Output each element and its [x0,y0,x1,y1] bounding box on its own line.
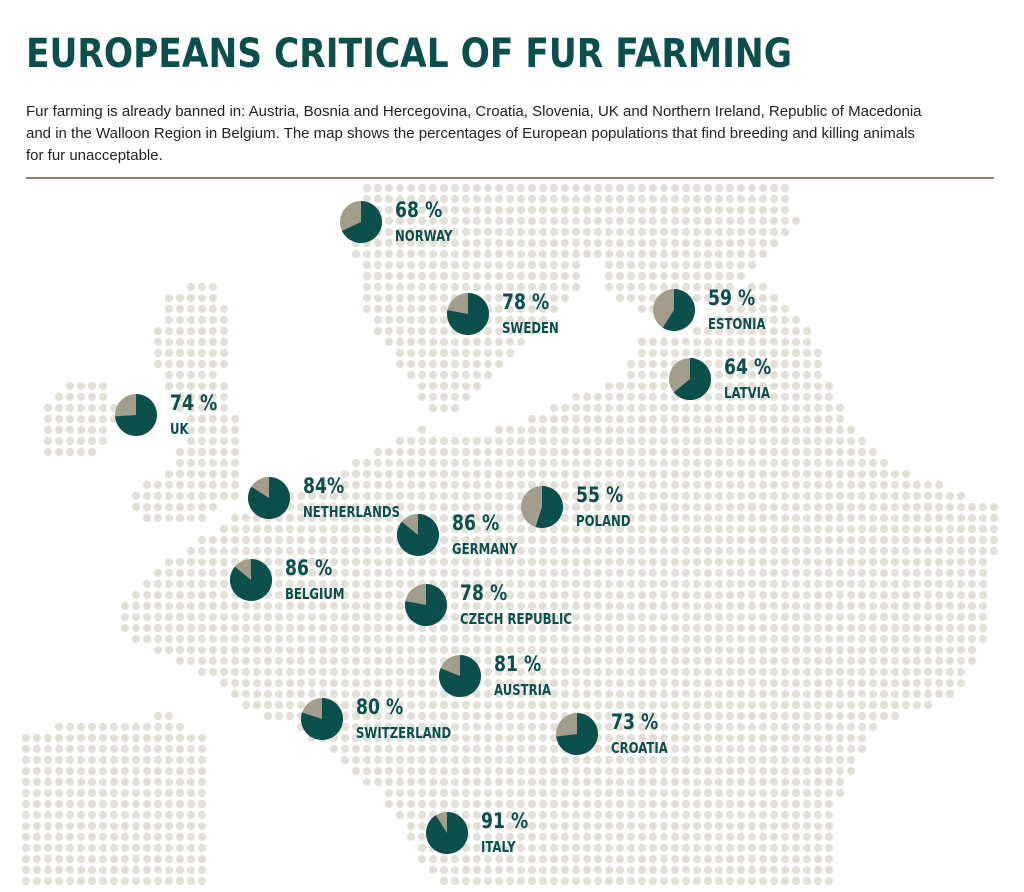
percent-label-italy: 91 % [481,809,529,833]
percent-label-poland: 55 % [576,483,624,507]
pie-slice-share [115,394,157,436]
pie-slice-share [341,201,382,243]
pie-slice-share [439,655,481,697]
country-label-switzerland: SWITZERLAND [356,724,452,742]
country-label-sweden: SWEDEN [502,319,559,337]
divider [26,177,994,179]
country-label-latvia: LATVIA [724,384,771,402]
percent-label-croatia: 73 % [611,710,659,734]
pie-norway [340,201,382,243]
country-label-germany: GERMANY [452,540,518,558]
pie-croatia [556,713,598,755]
pie-belgium [230,559,272,601]
percent-label-netherlands: 84% [303,474,345,498]
pie-poland [521,486,563,528]
percent-label-uk: 74 % [170,391,218,415]
intro-text: Fur farming is already banned in: Austri… [26,103,922,164]
country-label-netherlands: NETHERLANDS [303,503,401,521]
pie-czech-republic [405,584,447,626]
pie-sweden [447,293,489,335]
percent-label-austria: 81 % [494,652,542,676]
pie-slice-share [301,698,343,740]
pie-switzerland [301,698,343,740]
percent-label-czech-republic: 78 % [460,581,508,605]
pie-slice-share [248,477,290,519]
pie-slice-share [230,559,272,601]
page-title: EUROPEANS CRITICAL OF FUR FARMING [26,31,792,77]
country-label-belgium: BELGIUM [285,585,345,603]
percent-label-estonia: 59 % [708,286,756,310]
pie-netherlands [248,477,290,519]
pie-slice-share [447,293,489,335]
country-label-italy: ITALY [481,838,516,856]
country-label-norway: NORWAY [395,227,453,245]
pie-slice-share [535,486,563,528]
pie-slice-share [397,514,439,556]
country-label-estonia: ESTONIA [708,315,766,333]
pie-slice-share [556,713,598,755]
pie-estonia [653,289,695,331]
percent-label-belgium: 86 % [285,556,333,580]
percent-label-latvia: 64 % [724,355,772,379]
country-label-uk: UK [170,420,189,438]
pie-slice-share [673,358,711,400]
country-label-austria: AUSTRIA [494,681,552,699]
pie-slice-share [426,812,468,854]
percent-label-sweden: 78 % [502,290,550,314]
pie-latvia [669,358,711,400]
pie-slice-share [662,289,695,331]
percent-label-norway: 68 % [395,198,443,222]
country-label-poland: POLAND [576,512,631,530]
pie-germany [397,514,439,556]
pie-austria [439,655,481,697]
country-label-croatia: CROATIA [611,739,668,757]
percent-label-switzerland: 80 % [356,695,404,719]
percent-label-germany: 86 % [452,511,500,535]
pie-slice-share [405,584,447,626]
country-label-czech-republic: CZECH REPUBLIC [460,610,572,628]
pie-uk [115,394,157,436]
pie-italy [426,812,468,854]
